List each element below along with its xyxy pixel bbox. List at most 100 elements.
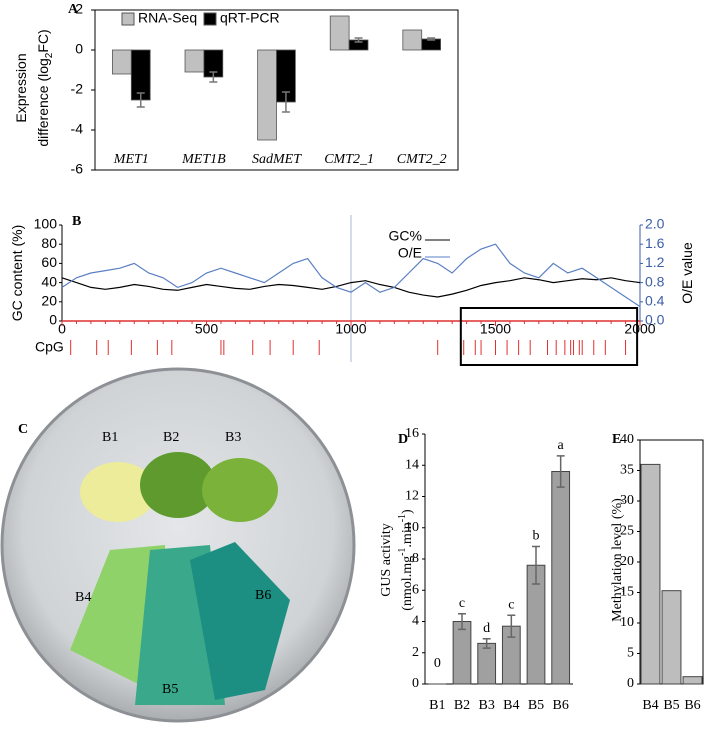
x-tick-label: B6 [552,698,568,713]
plate-label: B2 [163,430,179,445]
bar [184,49,205,73]
y2-tick-label: 2.0 [645,216,665,232]
y-tick-label: 8 [412,551,419,566]
x-tick-label: B6 [684,698,700,713]
x-tick-label: SadMET [252,152,302,167]
x-tick-label: B5 [663,698,679,713]
y-axis-label: GUS activity [379,523,394,597]
y-axis-label: difference (log2FC) [35,29,55,146]
highlight-box [459,307,639,366]
y-tick-label: -2 [71,81,84,97]
y-tick-label: 15 [620,585,634,600]
label-part: Methylation level (%) [610,498,625,622]
significance-label: b [533,529,540,544]
callus [202,458,278,522]
plate-label: B5 [162,682,178,697]
legend-label: O/E [398,245,422,261]
label-part: GC content (%) [9,225,25,321]
x-tick-label: 500 [195,321,219,337]
panel-label: E [612,432,621,447]
y-axis-label: Methylation level (%) [610,498,625,622]
legend-swatch [121,12,135,26]
error-bar [556,455,565,488]
bar [661,590,682,685]
y-axis-label: Expression [13,53,29,122]
x-tick-label: B2 [454,698,470,713]
y2-tick-label: 0.0 [645,312,665,328]
error-bar [136,92,145,108]
label-part: difference (log [35,58,51,146]
y-tick-label: 0 [49,312,57,328]
y-tick-label: 0 [627,676,634,691]
label-part: O/E value [679,242,695,304]
plate-label: B6 [255,588,271,603]
bar [477,642,497,685]
significance-label: c [459,596,465,611]
y-tick-label: 60 [41,254,57,270]
x-tick-label: CMT2_1 [324,152,374,167]
y2-tick-label: 0.8 [645,273,665,289]
plate-label: B4 [75,590,91,605]
y2-tick-label: 1.6 [645,235,665,251]
y-tick-label: 2 [75,1,83,17]
label-part: -1 [397,514,408,522]
label-part: 2 [44,52,55,58]
label-part: -1 [397,548,408,556]
y2-axis-label: O/E value [679,242,695,304]
x-tick-label: B5 [528,698,544,713]
legend-label: GC% [389,228,422,244]
y2-tick-label: 0.4 [645,293,665,309]
x-tick-label: 1500 [480,321,511,337]
error-bar [507,614,516,638]
x-tick-label: B3 [478,698,494,713]
panel-label: A [68,2,79,17]
y-tick-label: 10 [405,520,419,535]
legend-label: qRT-PCR [220,10,280,26]
y-tick-label: 16 [405,426,419,441]
x-tick-label: CMT2_2 [397,152,447,167]
label-part: (nmol.mg [400,556,415,611]
label-part: Expression [13,53,29,122]
significance-label: a [558,438,565,453]
y-tick-label: 20 [41,293,57,309]
y-tick-label: -4 [71,121,84,137]
x-tick-label: MET1B [181,152,226,167]
x-tick-label: 1000 [335,321,366,337]
bar [452,621,472,685]
y-tick-label: 40 [620,432,634,447]
line-series [61,243,641,308]
significance-label: d [483,621,490,636]
photo-panel: C B1 B2 B3 B4 B5 B6 [0,367,356,723]
y2-tick-label: 1.2 [645,254,665,270]
y-tick-label: 12 [405,489,419,504]
x-tick-label: MET1 [113,152,149,167]
error-bar [427,37,436,41]
x-tick-label: B1 [429,698,445,713]
error-bar [281,91,290,113]
error-bar [458,612,466,631]
bar [257,49,277,141]
label-part: GUS activity [379,523,394,597]
y-tick-label: 14 [405,457,419,472]
error-bar [209,71,218,83]
x-tick-label: B4 [642,698,658,713]
y-axis-label: (nmol.mg-1.min-1) [397,509,415,611]
cpg-label: CpG [35,339,64,355]
bar [551,471,571,685]
legend-swatch [203,12,217,26]
y-tick-label: 0 [75,41,83,57]
y-tick-label: 30 [620,493,634,508]
y-tick-label: 0 [412,676,419,691]
y-axis-label: GC content (%) [9,225,25,321]
bar [402,29,423,51]
y-tick-label: 35 [620,463,634,478]
y-tick-label: 100 [34,216,58,232]
panel-label: C [18,422,28,437]
callus [140,452,216,518]
leaf [190,542,290,700]
panel-label: D [398,432,408,447]
bar [329,15,350,51]
y-tick-label: 10 [620,615,634,630]
y-tick-label: 6 [412,582,419,597]
